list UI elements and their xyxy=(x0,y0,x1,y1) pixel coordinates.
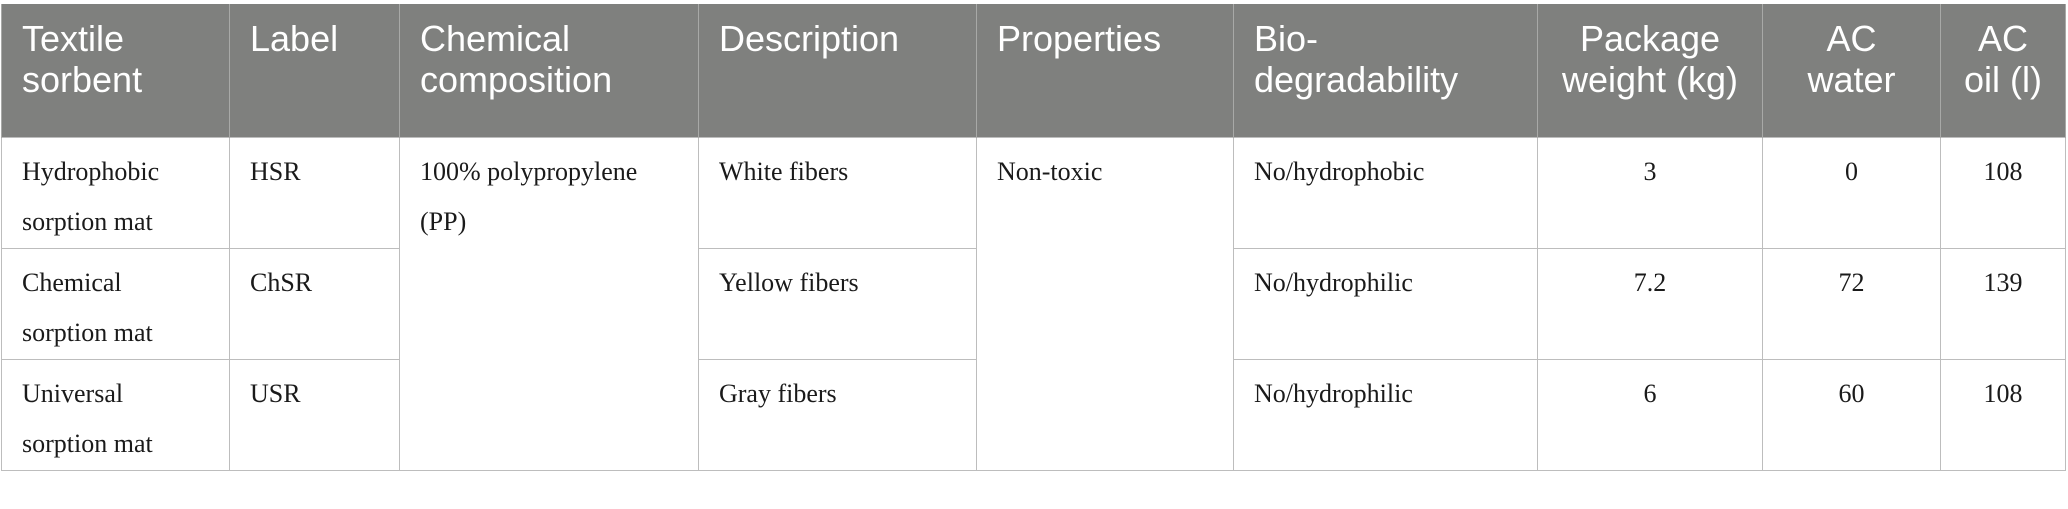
sorbent-table: Textile sorbent Label Chemical compositi… xyxy=(1,4,2066,471)
cell-ac-water: 0 xyxy=(1762,136,1941,249)
cell-sorbent: Universal sorption mat xyxy=(1,358,230,471)
header-package-weight: Package weight (kg) xyxy=(1537,4,1763,137)
header-properties: Properties xyxy=(976,4,1234,137)
header-biodegradability: Bio-degradability xyxy=(1233,4,1538,137)
header-textile-sorbent: Textile sorbent xyxy=(1,4,230,137)
cell-biodegradability: No/hydrophilic xyxy=(1233,247,1538,360)
cell-biodegradability: No/hydrophobic xyxy=(1233,136,1538,249)
cell-description: Gray fibers xyxy=(698,358,977,471)
cell-ac-oil: 108 xyxy=(1940,136,2066,249)
cell-ac-water: 60 xyxy=(1762,358,1941,471)
cell-sorbent: Hydrophobic sorption mat xyxy=(1,136,230,249)
header-row: Textile sorbent Label Chemical compositi… xyxy=(1,4,2066,137)
header-label: Label xyxy=(229,4,400,137)
cell-package-weight: 3 xyxy=(1537,136,1763,249)
cell-ac-oil: 108 xyxy=(1940,358,2066,471)
cell-sorbent: Chemical sorption mat xyxy=(1,247,230,360)
table-row: Chemical sorption mat ChSR Yellow fibers… xyxy=(1,247,2066,360)
cell-ac-oil: 139 xyxy=(1940,247,2066,360)
cell-description: Yellow fibers xyxy=(698,247,977,360)
cell-label: USR xyxy=(229,358,400,471)
cell-biodegradability: No/hydrophilic xyxy=(1233,358,1538,471)
cell-package-weight: 6 xyxy=(1537,358,1763,471)
header-chemical-composition: Chemical composition xyxy=(399,4,699,137)
cell-label: ChSR xyxy=(229,247,400,360)
header-description: Description xyxy=(698,4,977,137)
header-ac-oil: AC oil (l) xyxy=(1940,4,2066,137)
table-row: Hydrophobic sorption mat HSR 100% polypr… xyxy=(1,136,2066,471)
cell-package-weight: 7.2 xyxy=(1537,247,1763,360)
table-row: Universal sorption mat USR Gray fibers N… xyxy=(1,358,2066,471)
cell-label: HSR xyxy=(229,136,400,249)
cell-chemical-composition: 100% polypropylene (PP) xyxy=(399,136,699,471)
header-ac-water: AC water xyxy=(1762,4,1941,137)
cell-properties: Non-toxic xyxy=(976,136,1234,471)
cell-description: White fibers xyxy=(698,136,977,249)
cell-ac-water: 72 xyxy=(1762,247,1941,360)
